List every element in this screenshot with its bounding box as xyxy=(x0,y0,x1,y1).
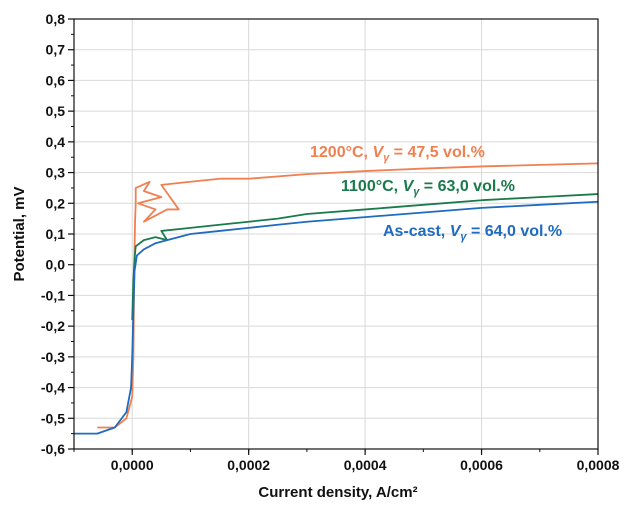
series-layer xyxy=(74,162,598,435)
y-tick-label: 0,1 xyxy=(46,226,66,242)
y-tick-label: 0,6 xyxy=(46,72,66,88)
y-tick-label: 0,0 xyxy=(46,257,66,273)
y-tick-label: -0,3 xyxy=(41,349,65,365)
x-tick-label: 0,0008 xyxy=(577,457,620,473)
series-line-2 xyxy=(74,200,598,435)
axes: 0,0000 0,0002 0,0004 0,0006 0,0008 -0,6 -0,5 -0… xyxy=(41,11,620,473)
y-tick-label: 0,8 xyxy=(46,11,66,27)
x-tick-label: 0,0006 xyxy=(460,457,503,473)
y-tick-label: 0,7 xyxy=(46,42,66,58)
y-tick-label: 0,2 xyxy=(46,195,66,211)
annotations: 1200°C, Vγ = 47,5 vol.% 1100°C, Vγ = 63,… xyxy=(310,144,562,243)
y-axis-title: Potential, mV xyxy=(11,186,28,281)
y-tick-label: -0,2 xyxy=(41,318,65,334)
x-tick-label: 0,0004 xyxy=(344,457,387,473)
y-tick-label: 0,5 xyxy=(46,103,66,119)
x-axis-title: Current density, A/cm² xyxy=(258,484,417,501)
series-line-1 xyxy=(131,193,598,321)
x-tick-label: 0,0002 xyxy=(227,457,270,473)
y-tick-label: -0,5 xyxy=(41,410,65,426)
series-label-as-cast: As-cast, Vγ = 64,0 vol.% xyxy=(383,223,562,243)
x-tick-label: 0,0000 xyxy=(111,457,154,473)
y-tick-label: -0,1 xyxy=(41,287,65,303)
series-label-1100: 1100°C, Vγ = 63,0 vol.% xyxy=(341,178,515,198)
y-tick-label: -0,6 xyxy=(41,441,65,457)
y-tick-label: 0,3 xyxy=(46,165,66,181)
y-tick-label: -0,4 xyxy=(41,380,65,396)
y-tick-label: 0,4 xyxy=(46,134,66,150)
series-label-1200: 1200°C, Vγ = 47,5 vol.% xyxy=(310,144,485,164)
